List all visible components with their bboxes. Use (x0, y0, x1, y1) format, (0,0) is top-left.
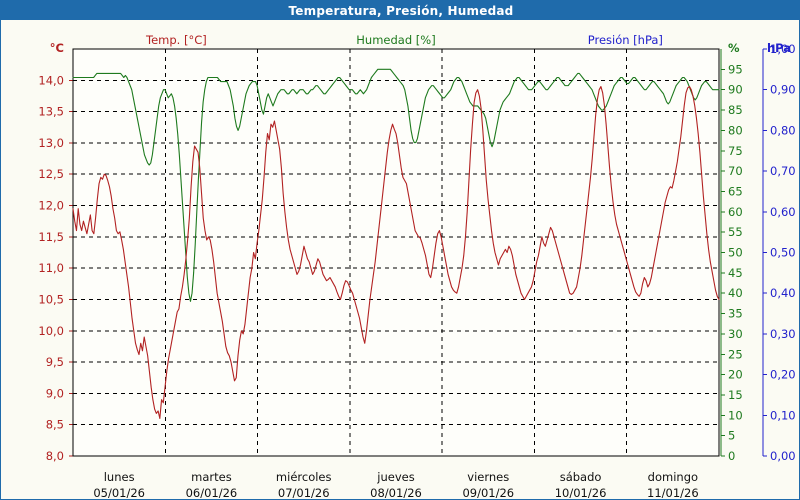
axis-label-humidity: 60 (728, 205, 743, 219)
axis-label-humidity: 15 (728, 388, 743, 402)
axis-label-humidity: 80 (728, 123, 743, 137)
axis-label-humidity: 90 (728, 83, 743, 97)
plot-frame (72, 48, 720, 457)
day-name-label: sábado (560, 470, 602, 484)
axis-label-humidity: 75 (728, 144, 743, 158)
axis-label-temperature: 9,5 (46, 355, 64, 369)
legend-label-humidity: Humedad [%] (356, 33, 435, 47)
axis-label-pressure: 0,60 (770, 205, 796, 219)
axis-label-humidity: 65 (728, 184, 743, 198)
axis-unit-hpa: hPa (767, 41, 791, 55)
axis-label-temperature: 8,5 (46, 418, 64, 432)
day-name-label: miércoles (276, 470, 332, 484)
axis-label-humidity: 5 (728, 429, 735, 443)
axis-label-humidity: 0 (728, 449, 735, 463)
day-date-label: 10/01/26 (555, 486, 607, 499)
axis-unit-celsius: °C (50, 41, 64, 55)
axis-label-temperature: 14,0 (38, 73, 64, 87)
axis-label-temperature: 10,0 (38, 324, 64, 338)
axis-label-pressure: 0,20 (770, 368, 796, 382)
axis-label-pressure: 0,40 (770, 286, 796, 300)
axis-label-humidity: 50 (728, 246, 743, 260)
axis-label-pressure: 0,70 (770, 164, 796, 178)
axis-label-humidity: 30 (728, 327, 743, 341)
axis-label-humidity: 45 (728, 266, 743, 280)
axis-label-humidity: 10 (728, 408, 743, 422)
axis-label-pressure: 0,10 (770, 408, 796, 422)
legend-label-pressure: Presión [hPa] (588, 33, 663, 47)
axis-label-temperature: 13,0 (38, 136, 64, 150)
axis-label-humidity: 25 (728, 347, 743, 361)
axis-label-humidity: 85 (728, 103, 743, 117)
axis-label-temperature: 11,5 (38, 230, 64, 244)
legend-label-temperature: Temp. [°C] (145, 33, 207, 47)
axis-label-pressure: 0,80 (770, 123, 796, 137)
day-date-label: 09/01/26 (462, 486, 514, 499)
day-name-label: domingo (648, 470, 698, 484)
axis-label-pressure: 1,00 (770, 42, 796, 56)
axis-label-humidity: 35 (728, 307, 743, 321)
axis-label-temperature: 12,0 (38, 199, 64, 213)
axis-label-humidity: 95 (728, 62, 743, 76)
axis-label-humidity: 70 (728, 164, 743, 178)
axis-label-pressure: 0,30 (770, 327, 796, 341)
window-title-bar: Temperatura, Presión, Humedad (1, 1, 800, 20)
day-date-label: 11/01/26 (647, 486, 699, 499)
axis-label-temperature: 11,0 (38, 261, 64, 275)
axis-label-humidity: 20 (728, 368, 743, 382)
page-title: Temperatura, Presión, Humedad (288, 3, 514, 18)
plot-area (73, 49, 719, 456)
axis-label-pressure: 0,00 (770, 449, 796, 463)
day-name-label: lunes (104, 470, 135, 484)
axis-unit-percent: % (728, 41, 740, 55)
axis-label-temperature: 9,0 (46, 386, 64, 400)
day-date-label: 06/01/26 (186, 486, 238, 499)
day-name-label: martes (191, 470, 232, 484)
day-date-label: 07/01/26 (278, 486, 330, 499)
chart-svg: Temp. [°C] Humedad [%] Presión [hPa] 8,0 8,5… (1, 20, 799, 499)
day-date-label: 05/01/26 (93, 486, 145, 499)
axis-label-temperature: 8,0 (46, 449, 64, 463)
axis-label-pressure: 0,50 (770, 246, 796, 260)
axis-label-pressure: 0,90 (770, 83, 796, 97)
series-line-humidity (72, 68, 720, 302)
day-name-label: viernes (467, 470, 509, 484)
axis-label-temperature: 10,5 (38, 292, 64, 306)
day-date-label: 08/01/26 (370, 486, 422, 499)
axis-label-temperature: 13,5 (38, 105, 64, 119)
axis-label-temperature: 12,5 (38, 167, 64, 181)
axis-label-humidity: 40 (728, 286, 743, 300)
series-line-temperature (72, 86, 720, 419)
day-name-label: jueves (376, 470, 414, 484)
axis-label-humidity: 55 (728, 225, 743, 239)
chart-canvas: Temp. [°C] Humedad [%] Presión [hPa] 8,0 8,5… (1, 20, 799, 499)
